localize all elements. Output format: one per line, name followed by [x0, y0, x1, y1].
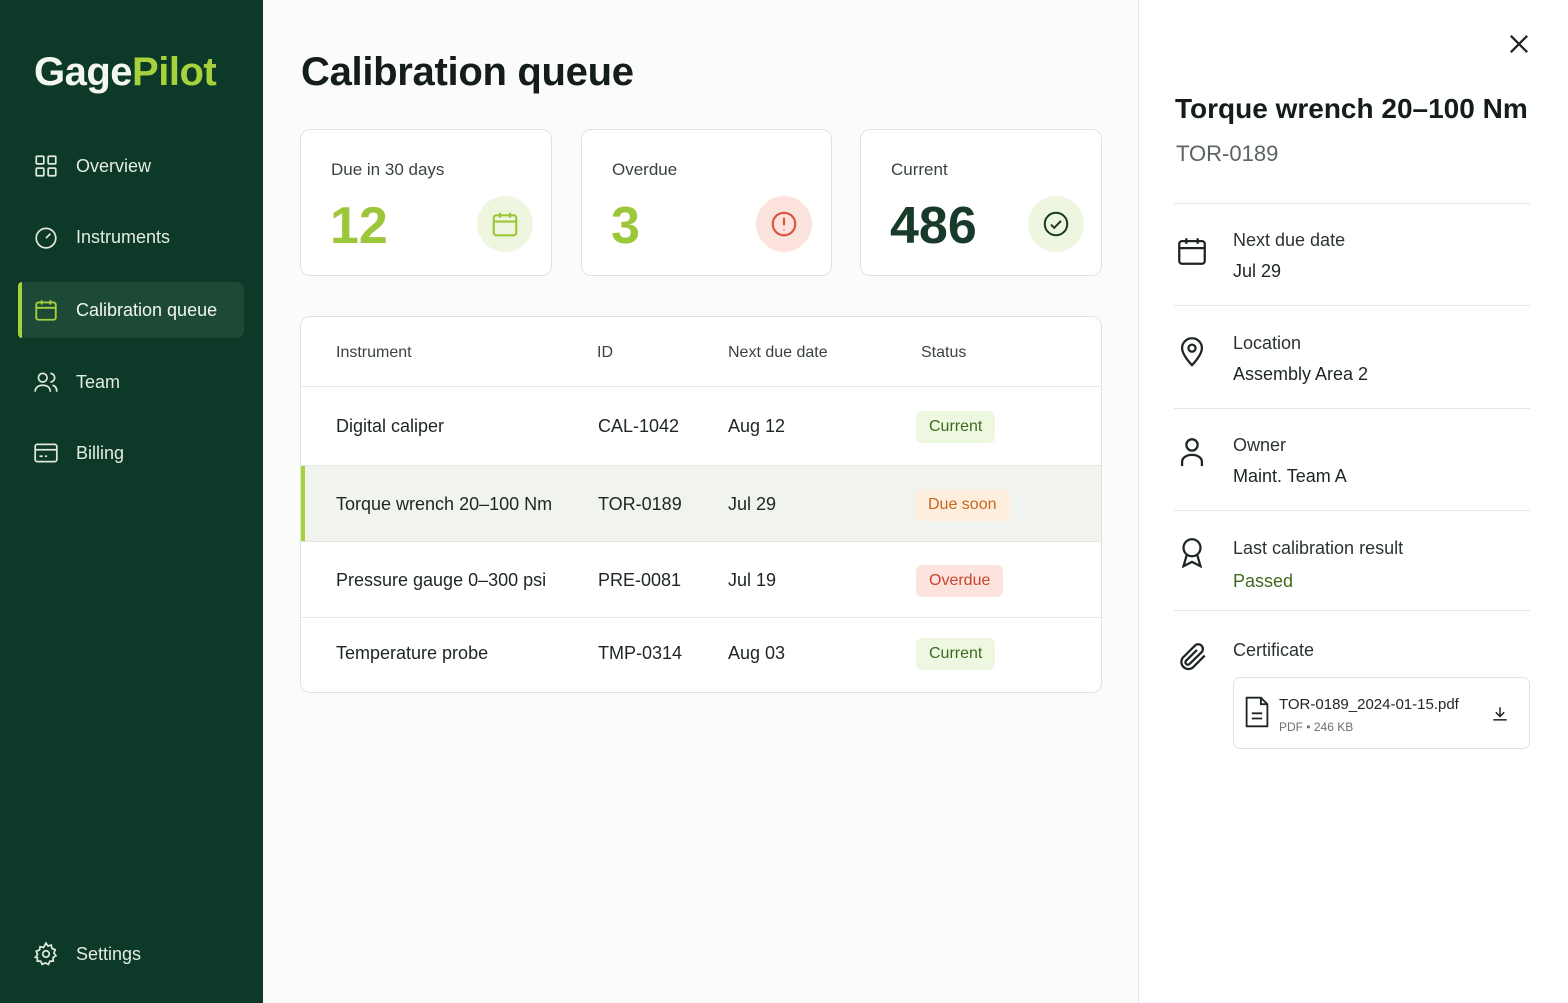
cell-id: TOR-0189	[598, 494, 682, 514]
users-icon	[34, 372, 58, 392]
cell-id: TMP-0314	[598, 643, 683, 663]
award-icon	[1181, 538, 1203, 569]
status-badge: Due soon	[915, 489, 1010, 521]
file-name: TOR-0189_2024-01-15.pdf	[1279, 696, 1459, 713]
cell-instrument: Digital caliper	[336, 416, 445, 436]
main-content: Calibration queue Due in 30 days 12 Over…	[263, 0, 1138, 1003]
close-icon[interactable]	[1505, 30, 1533, 58]
user-icon	[1180, 438, 1204, 467]
table-row-selected[interactable]: Torque wrench 20–100 Nm TOR-0189 Jul 29 …	[301, 465, 1101, 541]
field-label-certificate: Certificate	[1233, 640, 1315, 660]
table-row[interactable]: Digital caliper CAL-1042 Aug 12 Current	[301, 386, 1101, 465]
calendar-icon	[1178, 238, 1206, 265]
brand-part-2: Pilot	[132, 50, 217, 94]
brand-part-1: Gage	[34, 50, 133, 94]
sidebar-item-calibration-queue[interactable]: Calibration queue	[18, 282, 244, 338]
cell-instrument: Temperature probe	[336, 643, 489, 663]
field-label-location: Location	[1233, 333, 1302, 353]
column-header-instrument[interactable]: Instrument	[336, 344, 412, 361]
file-icon	[1245, 696, 1269, 728]
cell-id: PRE-0081	[598, 570, 682, 590]
divider	[1174, 408, 1530, 409]
cell-instrument: Torque wrench 20–100 Nm	[336, 494, 553, 514]
sidebar-item-label: Team	[76, 371, 121, 392]
cell-due: Jul 19	[728, 570, 777, 590]
stat-value: 486	[890, 197, 977, 255]
stat-value: 12	[330, 197, 388, 255]
map-pin-icon	[1180, 337, 1204, 367]
paperclip-icon	[1180, 643, 1206, 671]
sidebar-item-label: Settings	[76, 943, 142, 964]
field-label-last-result: Last calibration result	[1233, 538, 1404, 558]
download-icon[interactable]	[1490, 704, 1510, 724]
divider	[1174, 305, 1530, 306]
detail-id: TOR-0189	[1176, 141, 1279, 166]
sidebar-item-overview[interactable]: Overview	[18, 138, 244, 194]
cell-due: Jul 29	[728, 494, 777, 514]
check-circle-icon	[1043, 211, 1069, 237]
sidebar-item-settings[interactable]: Settings	[18, 926, 244, 982]
divider	[1174, 610, 1530, 611]
calendar-icon	[492, 212, 518, 237]
column-header-status[interactable]: Status	[921, 344, 967, 361]
cell-id: CAL-1042	[598, 416, 680, 436]
column-header-next-due[interactable]: Next due date	[728, 344, 828, 361]
cell-instrument: Pressure gauge 0–300 psi	[336, 570, 547, 590]
stat-icon-wrap	[1028, 196, 1084, 252]
stat-card-current[interactable]: Current 486	[860, 129, 1102, 276]
stat-label: Due in 30 days	[331, 160, 445, 179]
calendar-icon	[35, 300, 57, 321]
status-badge: Current	[916, 638, 996, 670]
sidebar-item-instruments[interactable]: Instruments	[18, 209, 244, 265]
column-header-id[interactable]: ID	[597, 344, 613, 361]
table-row[interactable]: Temperature probe TMP-0314 Aug 03 Curren…	[301, 617, 1101, 692]
sidebar-item-label: Overview	[76, 155, 152, 176]
card-icon	[34, 443, 58, 463]
detail-panel: Torque wrench 20–100 Nm TOR-0189 Next du…	[1138, 0, 1568, 1003]
field-label-owner: Owner	[1233, 435, 1287, 455]
stat-icon-wrap	[477, 196, 533, 252]
sidebar-item-label: Calibration queue	[76, 299, 218, 320]
certificate-file[interactable]: TOR-0189_2024-01-15.pdf PDF • 246 KB	[1233, 677, 1530, 749]
stat-label: Overdue	[612, 160, 678, 179]
grid-icon	[35, 155, 57, 177]
page-title: Calibration queue	[301, 50, 634, 94]
sidebar-item-billing[interactable]: Billing	[18, 425, 244, 481]
table-row[interactable]: Pressure gauge 0–300 psi PRE-0081 Jul 19…	[301, 541, 1101, 617]
field-label-next-due: Next due date	[1233, 230, 1346, 250]
cell-due: Aug 12	[728, 416, 786, 436]
stat-card-due-soon[interactable]: Due in 30 days 12	[300, 129, 552, 276]
calibration-table: Instrument ID Next due date Status Digit…	[300, 316, 1102, 693]
file-meta: PDF • 246 KB	[1279, 720, 1354, 734]
sidebar-item-label: Instruments	[76, 226, 171, 247]
gauge-icon	[35, 227, 57, 249]
field-value-location: Assembly Area 2	[1233, 364, 1369, 384]
field-value-next-due: Jul 29	[1233, 261, 1282, 281]
gear-icon	[33, 941, 58, 966]
divider	[1174, 510, 1530, 511]
cell-due: Aug 03	[728, 643, 786, 663]
field-value-owner: Maint. Team A	[1233, 466, 1347, 486]
sidebar: GagePilot Overview Instruments Calibrati…	[0, 0, 263, 1003]
detail-title: Torque wrench 20–100 Nm	[1175, 93, 1528, 124]
stat-icon-wrap	[756, 196, 812, 252]
divider	[1174, 203, 1530, 204]
alert-icon	[771, 211, 797, 237]
sidebar-item-team[interactable]: Team	[18, 354, 244, 410]
status-badge: Current	[916, 411, 996, 443]
stat-value: 3	[611, 197, 640, 255]
status-badge: Overdue	[916, 565, 1004, 597]
field-value-last-result: Passed	[1233, 571, 1294, 591]
brand-logo[interactable]: GagePilot	[34, 50, 217, 95]
stat-card-overdue[interactable]: Overdue 3	[581, 129, 832, 276]
sidebar-item-label: Billing	[76, 442, 125, 463]
stat-label: Current	[891, 160, 948, 179]
